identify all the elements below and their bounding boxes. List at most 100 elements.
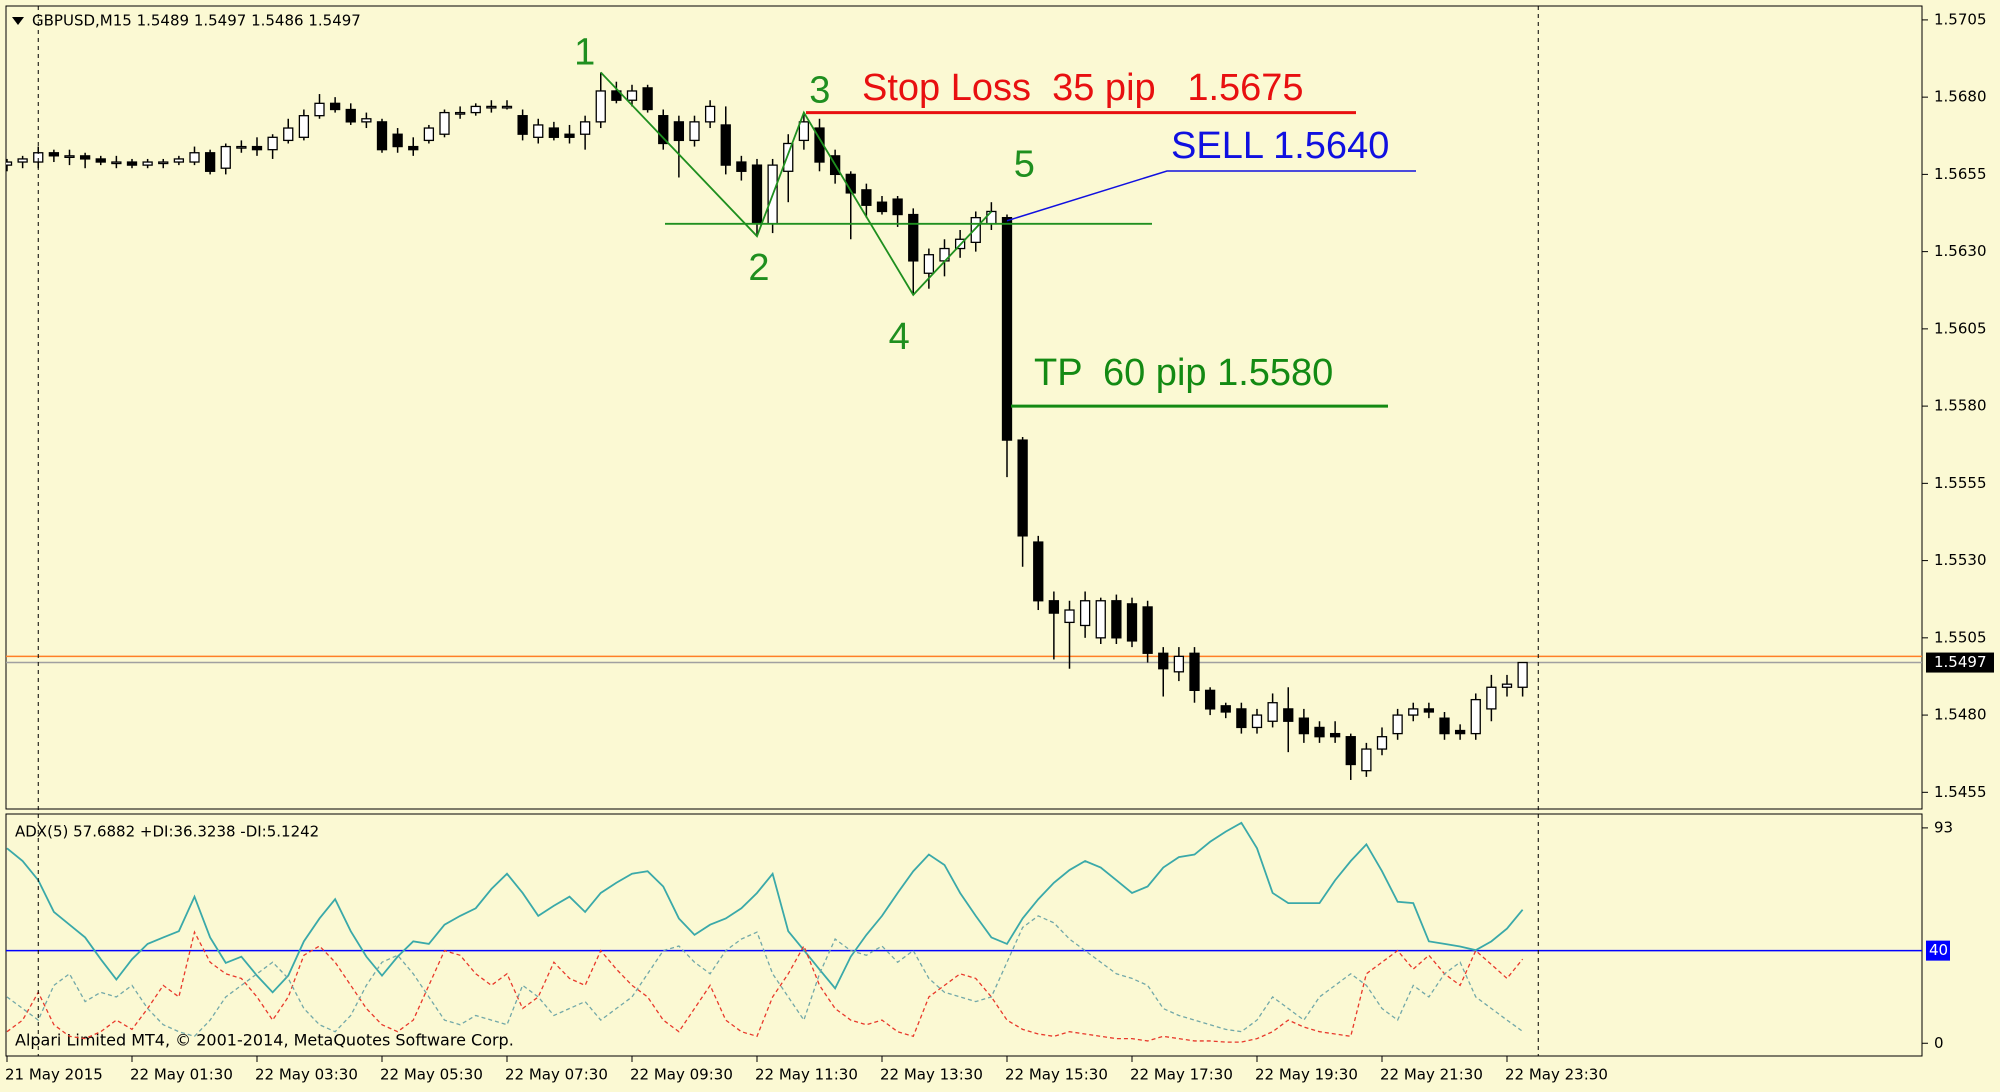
indicator-frame (5, 813, 1923, 1057)
candle-body (158, 161, 169, 165)
candle-body (1064, 609, 1075, 624)
watermark: Alpari Limited MT4, © 2001-2014, MetaQuo… (15, 1031, 514, 1050)
indicator-line (6, 821, 1524, 994)
x-tick-label: 22 May 05:30 (380, 1066, 483, 1084)
candle-body (548, 127, 560, 138)
candle-body (1251, 714, 1263, 729)
candle-body (1345, 736, 1356, 766)
candle-body (611, 90, 622, 101)
candle-body (1126, 603, 1138, 642)
candle-body (1220, 705, 1231, 713)
candle-body (986, 210, 997, 225)
candle-body (1423, 708, 1435, 713)
candle-body (1283, 708, 1294, 722)
x-tick-label: 22 May 19:30 (1255, 1066, 1358, 1084)
candle-body (861, 189, 872, 206)
candle-body (1376, 736, 1388, 750)
candle-body (1001, 216, 1013, 441)
x-tick-label: 22 May 13:30 (880, 1066, 983, 1084)
menu-arrow[interactable] (12, 17, 24, 25)
x-tick-label: 22 May 07:30 (505, 1066, 608, 1084)
candle-body (345, 108, 356, 123)
candle-body (1033, 541, 1044, 602)
y-tick-label: 1.5480 (1934, 706, 1987, 724)
candle-body (486, 105, 497, 109)
candle-body (704, 105, 716, 123)
sell-line (1006, 170, 1416, 222)
x-tick-label: 21 May 2015 (5, 1066, 103, 1084)
candle-body (626, 90, 638, 101)
stop-loss-label: Stop Loss 35 pip 1.5675 (862, 67, 1304, 109)
candle-body (1298, 717, 1310, 735)
y-tick-label: 0 (1934, 1034, 1944, 1052)
x-tick-label: 22 May 15:30 (1005, 1066, 1108, 1084)
candle-body (95, 158, 106, 163)
candle-body (658, 115, 669, 145)
candle-body (361, 118, 372, 123)
candle-body (189, 152, 200, 163)
candle-body (1486, 686, 1497, 710)
main-frame (5, 5, 1923, 810)
candle-body (923, 254, 935, 274)
candle-body (1517, 661, 1528, 688)
y-tick-label: 1.5630 (1934, 242, 1987, 260)
candle-body (204, 152, 216, 172)
candle-body (251, 145, 263, 151)
y-tick-label: 1.5530 (1934, 551, 1987, 569)
indicator-line (6, 930, 1524, 1043)
candle-body (1048, 600, 1060, 614)
candle-body (1501, 683, 1513, 688)
candle-body (220, 145, 231, 169)
wave-label: 4 (889, 316, 910, 358)
main-plot (6, 71, 1922, 780)
level-label-box (1926, 940, 1950, 961)
candle-body (673, 121, 685, 142)
candle-body (1470, 698, 1481, 735)
indicator-line (6, 915, 1524, 1038)
candle-body (1173, 655, 1185, 673)
wave-label: 5 (1014, 143, 1035, 185)
candle-body (736, 161, 747, 172)
candle-body (314, 102, 325, 117)
x-tick-label: 22 May 09:30 (630, 1066, 733, 1084)
candle-body (1329, 732, 1341, 738)
wave-label: 3 (809, 70, 830, 112)
candle-body (236, 145, 247, 149)
candle-body (1314, 726, 1325, 738)
candle-body (17, 158, 28, 163)
candle-body (1095, 600, 1106, 639)
candle-body (423, 127, 435, 142)
candle-body (173, 158, 185, 163)
candle-body (439, 111, 450, 135)
x-tick-label: 22 May 03:30 (255, 1066, 358, 1084)
candle-body (1267, 702, 1278, 722)
candle-body (111, 161, 122, 165)
x-tick-label: 22 May 23:30 (1505, 1066, 1608, 1084)
candle-body (79, 155, 91, 160)
x-tick-label: 22 May 01:30 (130, 1066, 233, 1084)
x-tick-label: 22 May 21:30 (1380, 1066, 1483, 1084)
candle-body (501, 105, 513, 109)
y-tick-label: 1.5505 (1934, 628, 1987, 646)
candle-body (595, 90, 606, 123)
candle-body (1111, 600, 1122, 639)
candle-body (970, 216, 981, 244)
x-tick-label: 22 May 11:30 (755, 1066, 858, 1084)
y-tick-label: 1.5680 (1934, 88, 1987, 106)
candle-body (329, 102, 341, 111)
candle-body (267, 136, 278, 151)
candle-body (720, 124, 731, 166)
candle-body (1142, 606, 1153, 654)
candle-body (892, 198, 903, 216)
take-profit-label: TP 60 pip 1.5580 (1034, 352, 1333, 394)
candle-body (6, 161, 13, 166)
candle-body (1079, 600, 1091, 627)
y-tick-label: 1.5605 (1934, 319, 1987, 337)
candle-body (783, 142, 794, 172)
bid-label-box (1926, 652, 1994, 673)
candle-body (564, 133, 575, 138)
candle-body (1408, 708, 1419, 716)
candle-body (1204, 689, 1216, 710)
x-tick-label: 22 May 17:30 (1130, 1066, 1233, 1084)
